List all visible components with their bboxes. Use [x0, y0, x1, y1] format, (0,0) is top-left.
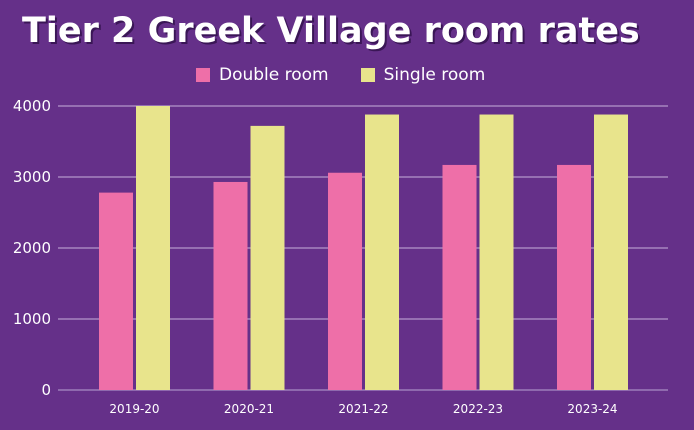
- axis-labels: 0 1000 2000 3000 4000 2019-20 2020-21 2021-22 20…: [13, 97, 618, 416]
- legend-swatch-double: [196, 68, 210, 82]
- legend-label-double: Double room: [219, 65, 329, 85]
- bar-double-2022-23: [442, 164, 477, 390]
- x-tick-label-2022-23: 2022-23: [453, 402, 503, 416]
- bars: [99, 106, 628, 391]
- bar-single-2023-24: [594, 114, 628, 391]
- bar-double-2023-24: [557, 164, 591, 390]
- y-tick-label-1000: 1000: [13, 310, 51, 328]
- bar-single-2021-22: [365, 114, 399, 391]
- chart-legend: Double room Single room: [196, 62, 517, 88]
- bar-single-2020-21: [250, 125, 285, 390]
- x-tick-label-2020-21: 2020-21: [224, 402, 274, 416]
- y-tick-label-0: 0: [41, 381, 51, 399]
- y-tick-label-4000: 4000: [13, 97, 51, 115]
- y-tick-label-3000: 3000: [13, 168, 51, 186]
- bar-double-2021-22: [328, 172, 362, 390]
- y-tick-label-2000: 2000: [13, 239, 51, 257]
- legend-label-single: Single room: [383, 65, 486, 85]
- bar-single-2022-23: [479, 114, 514, 391]
- x-tick-label-2019-20: 2019-20: [109, 402, 159, 416]
- legend-swatch-single: [360, 68, 375, 82]
- bar-single-2019-20: [136, 106, 170, 390]
- legend-item-double: Double room: [196, 65, 329, 85]
- legend-item-single: Single room: [360, 65, 486, 85]
- x-tick-label-2023-24: 2023-24: [567, 402, 617, 416]
- bar-double-2020-21: [213, 181, 248, 390]
- bar-double-2019-20: [99, 192, 133, 390]
- chart-title: Tier 2 Greek Village room rates: [22, 11, 640, 51]
- x-tick-label-2021-22: 2021-22: [338, 402, 388, 416]
